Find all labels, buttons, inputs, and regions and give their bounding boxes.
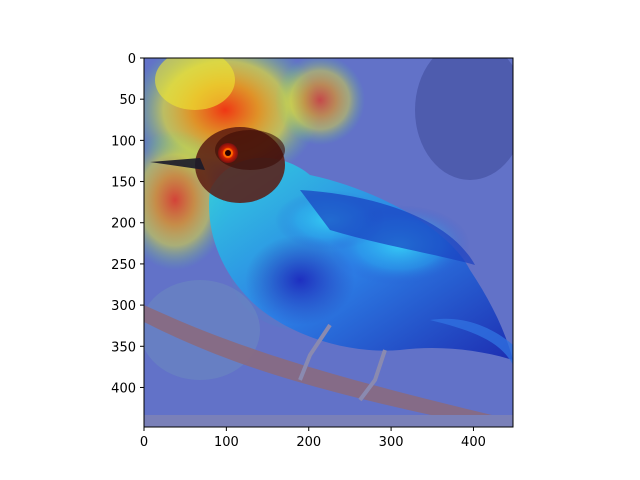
x-tick-label: 200 [296, 435, 321, 450]
bottom-strip [144, 415, 513, 427]
y-tick-label: 400 [111, 381, 136, 396]
y-tick-label: 0 [128, 52, 136, 67]
bird-beak [150, 158, 205, 170]
y-tick-label: 300 [111, 299, 136, 314]
y-tick-label: 250 [111, 258, 136, 273]
bird-wing [300, 190, 475, 265]
foliage [415, 58, 513, 180]
heatmap-image [144, 58, 513, 427]
y-tick-label: 200 [111, 217, 136, 232]
y-tick-label: 100 [111, 134, 136, 149]
x-tick-label: 100 [214, 435, 239, 450]
y-tick-label: 150 [111, 176, 136, 191]
x-axis: 0 100 200 300 400 [140, 427, 486, 450]
x-tick-label: 400 [461, 435, 486, 450]
axes-frame [143, 57, 514, 428]
x-tick-label: 300 [379, 435, 404, 450]
y-axis: 0 50 100 150 200 250 300 350 400 [111, 52, 144, 396]
y-tick-label: 350 [111, 340, 136, 355]
y-tick-label: 50 [119, 93, 136, 108]
branch [144, 305, 513, 427]
x-tick-label: 0 [140, 435, 148, 450]
